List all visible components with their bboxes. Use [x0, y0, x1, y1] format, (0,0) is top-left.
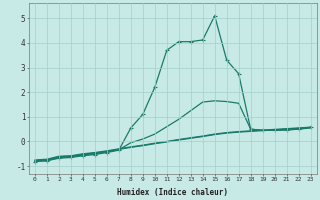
X-axis label: Humidex (Indice chaleur): Humidex (Indice chaleur): [117, 188, 228, 197]
